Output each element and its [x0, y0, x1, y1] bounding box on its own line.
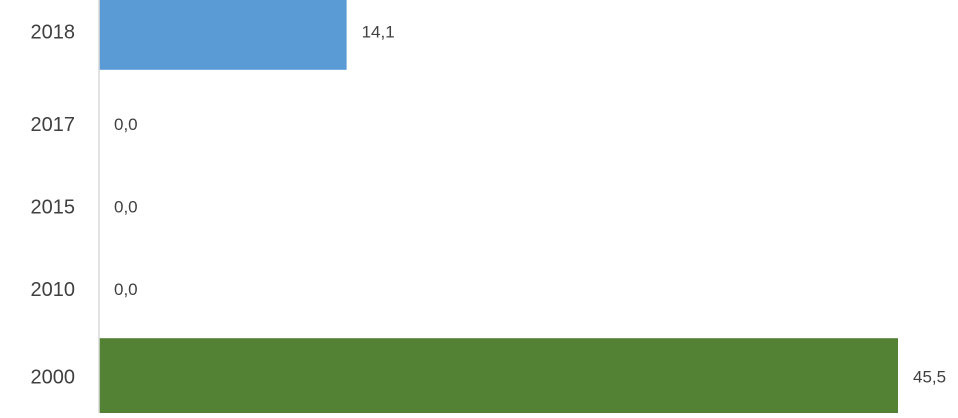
category-label-2000: 2000: [31, 367, 76, 389]
category-label-2010: 2010: [31, 279, 76, 301]
category-label-2018: 2018: [31, 21, 76, 43]
value-label-2018: 14,1: [362, 22, 395, 41]
value-label-2010: 0,0: [114, 280, 138, 299]
value-labels-group: 14,1 0,0 0,0 0,0 45,5: [114, 22, 946, 386]
value-label-2000: 45,5: [913, 368, 946, 387]
category-label-2015: 2015: [31, 197, 76, 219]
bars-group: [99, 0, 898, 416]
value-label-2017: 0,0: [114, 115, 138, 134]
category-labels-group: 2018 2017 2015 2010 2000: [31, 21, 76, 388]
bar-2000: [99, 338, 898, 416]
category-label-2017: 2017: [31, 114, 76, 136]
value-label-2015: 0,0: [114, 198, 138, 217]
bar-2018: [99, 0, 347, 70]
